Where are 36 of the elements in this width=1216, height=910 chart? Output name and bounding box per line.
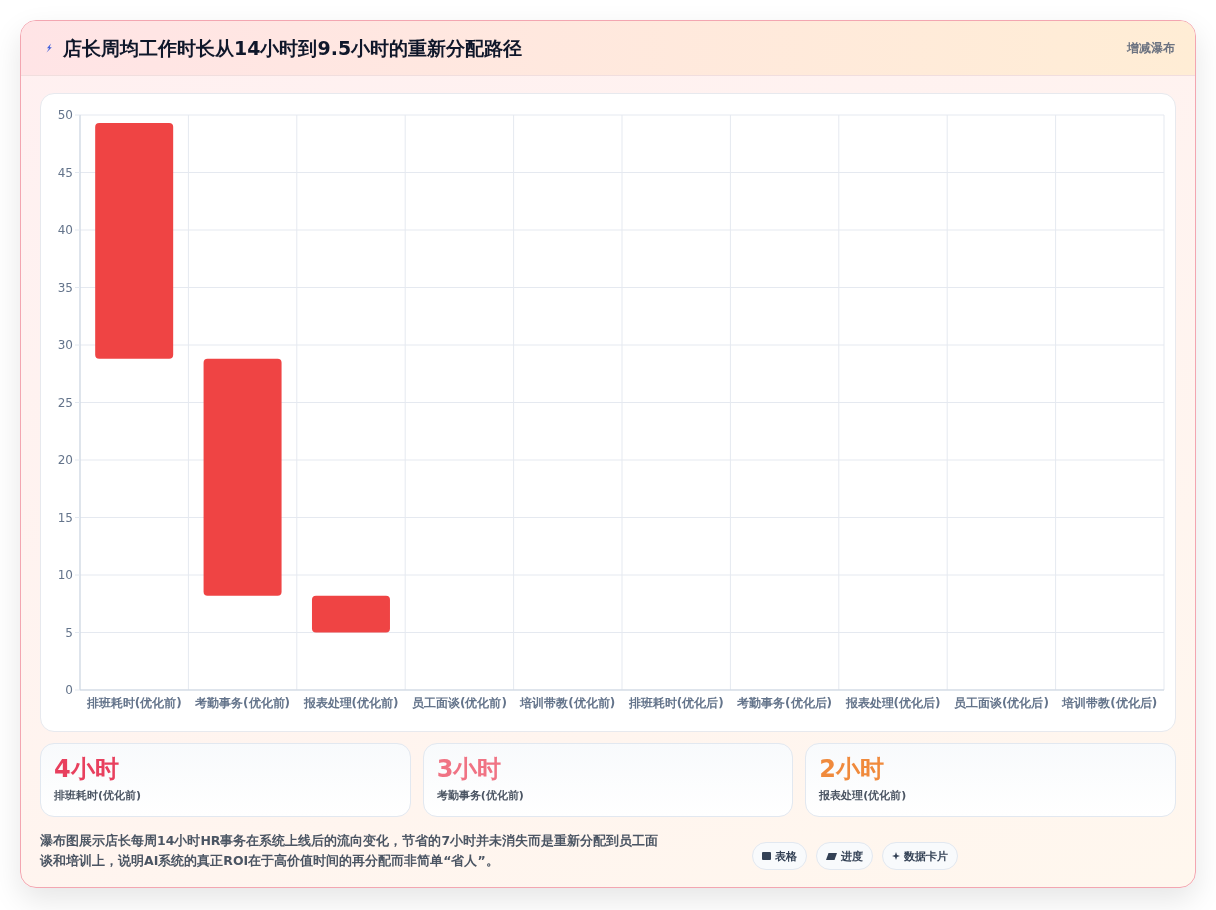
x-tick-label: 培训带教(优化后)	[1061, 695, 1158, 710]
x-tick-label: 排班耗时(优化后)	[627, 695, 724, 710]
y-tick-label: 10	[57, 568, 73, 583]
x-tick-label: 考勤事务(优化前)	[194, 695, 291, 710]
text: 瀑布图展示店长每周14小时HR事务在系统上线后的流向变化，节省的7小时并未消失而是重新分配到员工面谈和培训上，说明AI系统的真正ROI在于高价值时间的再分配而非简单“省人”。	[40, 832, 660, 870]
text: 2小时	[819, 754, 886, 784]
text: 报表处理(优化前)	[819, 788, 908, 804]
bar	[95, 123, 174, 359]
y-tick-label: 25	[57, 395, 73, 410]
text: 4小时	[54, 754, 120, 784]
x-tick-label: 员工面谈(优化后)	[953, 695, 1049, 710]
y-tick-label: 40	[57, 223, 73, 238]
chart-title: 店长周均工作时长从14小时到9.5小时的重新分配路径	[63, 36, 523, 61]
x-tick-label: 考勤事务(优化后)	[736, 695, 833, 710]
y-tick-label: 15	[57, 510, 73, 525]
y-tick-label: 5	[65, 625, 73, 640]
text: 数据卡片	[904, 848, 948, 864]
x-tick-label: 报表处理(优化后)	[844, 695, 941, 710]
x-tick-label: 员工面谈(优化前)	[411, 695, 507, 710]
x-tick-label: 排班耗时(优化前)	[85, 695, 182, 710]
x-tick-label: 培训带教(优化前)	[519, 695, 616, 710]
bar	[311, 595, 390, 633]
y-tick-label: 45	[57, 165, 73, 180]
text: 表格	[775, 848, 797, 864]
y-tick-label: 30	[57, 338, 73, 353]
text: 进度	[841, 848, 863, 864]
text: 考勤事务(优化前)	[436, 788, 525, 804]
text: 3小时	[436, 754, 503, 784]
y-tick-label: 35	[57, 280, 73, 295]
y-tick-label: 50	[57, 108, 73, 123]
text: 排班耗时(优化前)	[54, 788, 143, 804]
chart-subtitle: 增减瀑布	[1127, 40, 1175, 56]
y-tick-label: 20	[57, 453, 73, 468]
bar	[203, 358, 282, 596]
x-tick-label: 报表处理(优化前)	[302, 695, 399, 710]
y-tick-label: 0	[65, 683, 73, 698]
